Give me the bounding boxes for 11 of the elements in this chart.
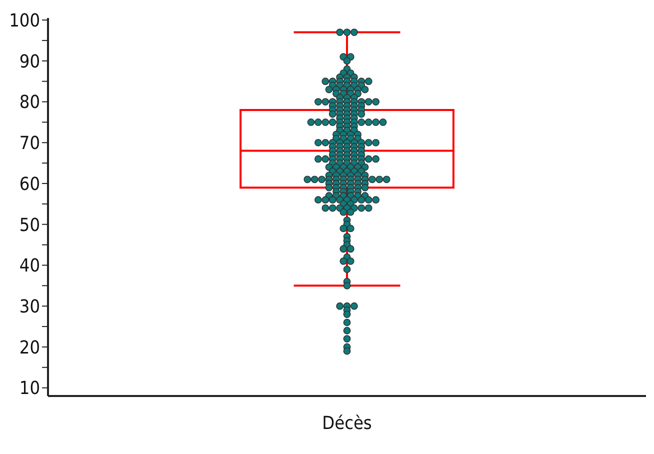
y-tick-label: 70 [19,133,40,154]
x-tick-label: Décès [322,412,372,434]
y-tick-label: 30 [19,296,40,318]
y-tick-label: 20 [19,337,40,358]
y-tick-label: 50 [19,214,40,236]
y-tick-label: 10 [19,378,40,400]
y-tick-label: 40 [19,256,40,277]
y-tick-label: 80 [19,92,40,114]
y-tick-label: 100 [9,10,40,32]
y-tick-label: 90 [19,51,40,72]
y-tick-label: 60 [19,174,40,195]
